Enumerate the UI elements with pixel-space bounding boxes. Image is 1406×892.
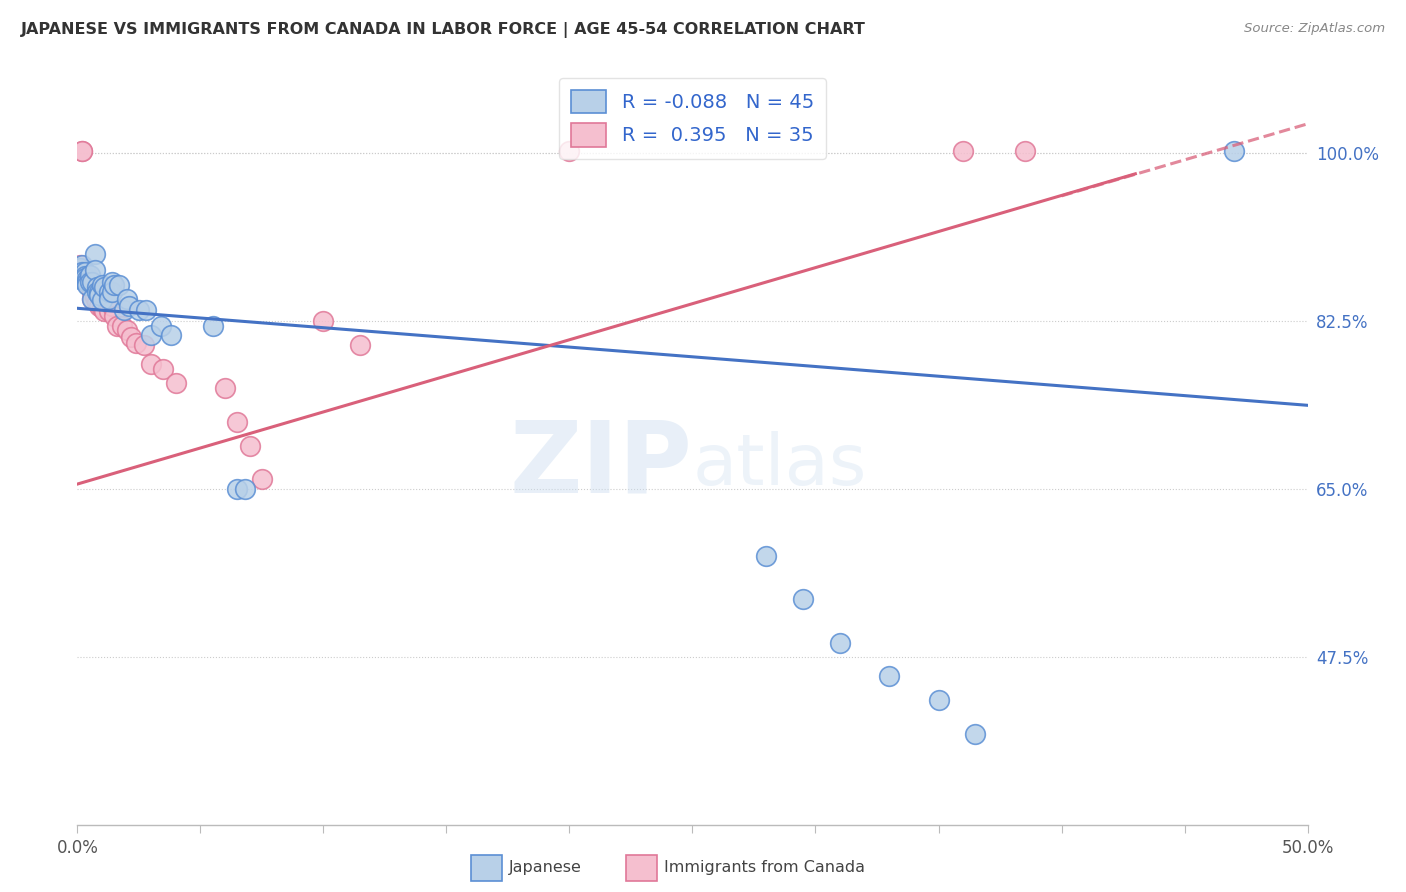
Point bbox=[121, 330, 143, 344]
Point bbox=[101, 299, 124, 313]
Point bbox=[86, 285, 108, 299]
Point bbox=[70, 144, 93, 158]
Point bbox=[112, 303, 135, 318]
Point bbox=[70, 258, 93, 272]
Point bbox=[76, 271, 98, 285]
Point bbox=[226, 415, 249, 429]
Point bbox=[152, 361, 174, 376]
Point bbox=[69, 260, 91, 275]
Point bbox=[965, 727, 987, 741]
Point bbox=[165, 376, 187, 391]
Point bbox=[132, 338, 155, 352]
Point bbox=[101, 285, 124, 299]
Point bbox=[83, 246, 105, 260]
Point bbox=[214, 381, 236, 395]
Point bbox=[90, 278, 114, 293]
Point bbox=[952, 144, 974, 158]
Point bbox=[150, 318, 173, 333]
Point bbox=[115, 323, 138, 337]
Point bbox=[160, 328, 183, 343]
Point bbox=[928, 693, 950, 707]
Point bbox=[82, 292, 104, 306]
Point bbox=[86, 294, 108, 309]
Point bbox=[125, 335, 148, 350]
Point bbox=[73, 268, 96, 283]
Text: Source: ZipAtlas.com: Source: ZipAtlas.com bbox=[1244, 22, 1385, 36]
Text: Immigrants from Canada: Immigrants from Canada bbox=[664, 861, 865, 875]
Point bbox=[83, 290, 105, 304]
Y-axis label: In Labor Force | Age 45-54: In Labor Force | Age 45-54 bbox=[0, 350, 8, 551]
Point bbox=[82, 285, 104, 299]
Point bbox=[250, 472, 273, 486]
Text: ZIP: ZIP bbox=[509, 417, 693, 514]
Point bbox=[98, 292, 121, 306]
Point bbox=[111, 318, 132, 333]
Point bbox=[73, 265, 96, 279]
Point bbox=[558, 144, 581, 158]
Point bbox=[83, 263, 105, 277]
Point bbox=[73, 265, 96, 279]
Point bbox=[70, 270, 93, 285]
Point bbox=[93, 280, 115, 294]
Point bbox=[1014, 144, 1036, 158]
Point bbox=[79, 268, 101, 282]
Point bbox=[792, 592, 814, 607]
Point bbox=[135, 303, 157, 318]
Point bbox=[89, 299, 111, 313]
Point bbox=[93, 304, 115, 318]
Point bbox=[233, 482, 256, 496]
Point bbox=[108, 278, 131, 293]
Point bbox=[70, 144, 93, 158]
Point bbox=[82, 292, 104, 306]
Point bbox=[141, 328, 163, 343]
Point bbox=[128, 303, 150, 318]
Point bbox=[69, 272, 91, 286]
Point bbox=[90, 293, 114, 307]
Point bbox=[98, 292, 121, 306]
Text: Japanese: Japanese bbox=[509, 861, 582, 875]
Point bbox=[79, 280, 101, 294]
Point bbox=[73, 270, 96, 285]
Point bbox=[98, 285, 121, 299]
Point bbox=[141, 357, 163, 371]
Point bbox=[69, 265, 91, 279]
Point bbox=[879, 669, 901, 683]
Point bbox=[101, 276, 124, 290]
Point bbox=[105, 318, 128, 333]
Point bbox=[103, 278, 125, 293]
Point bbox=[70, 265, 93, 279]
Point bbox=[118, 299, 141, 313]
Point bbox=[830, 635, 852, 649]
Point bbox=[89, 285, 111, 299]
Point bbox=[79, 276, 101, 290]
Legend: R = -0.088   N = 45, R =  0.395   N = 35: R = -0.088 N = 45, R = 0.395 N = 35 bbox=[560, 78, 825, 159]
Point bbox=[755, 549, 778, 563]
Point bbox=[349, 338, 371, 352]
Point bbox=[1223, 144, 1246, 158]
Point bbox=[76, 278, 98, 293]
Point bbox=[76, 268, 98, 282]
Point bbox=[90, 301, 114, 316]
Text: JAPANESE VS IMMIGRANTS FROM CANADA IN LABOR FORCE | AGE 45-54 CORRELATION CHART: JAPANESE VS IMMIGRANTS FROM CANADA IN LA… bbox=[21, 22, 866, 38]
Point bbox=[201, 318, 224, 333]
Point bbox=[98, 304, 121, 318]
Point bbox=[76, 276, 98, 290]
Point bbox=[69, 268, 91, 282]
Point bbox=[312, 314, 335, 328]
Point bbox=[89, 288, 111, 302]
Point bbox=[82, 276, 104, 290]
Point bbox=[239, 439, 262, 453]
Text: atlas: atlas bbox=[693, 431, 868, 500]
Point bbox=[86, 280, 108, 294]
Point bbox=[69, 258, 91, 272]
Point bbox=[226, 482, 249, 496]
Point bbox=[115, 292, 138, 306]
Point bbox=[103, 309, 125, 323]
